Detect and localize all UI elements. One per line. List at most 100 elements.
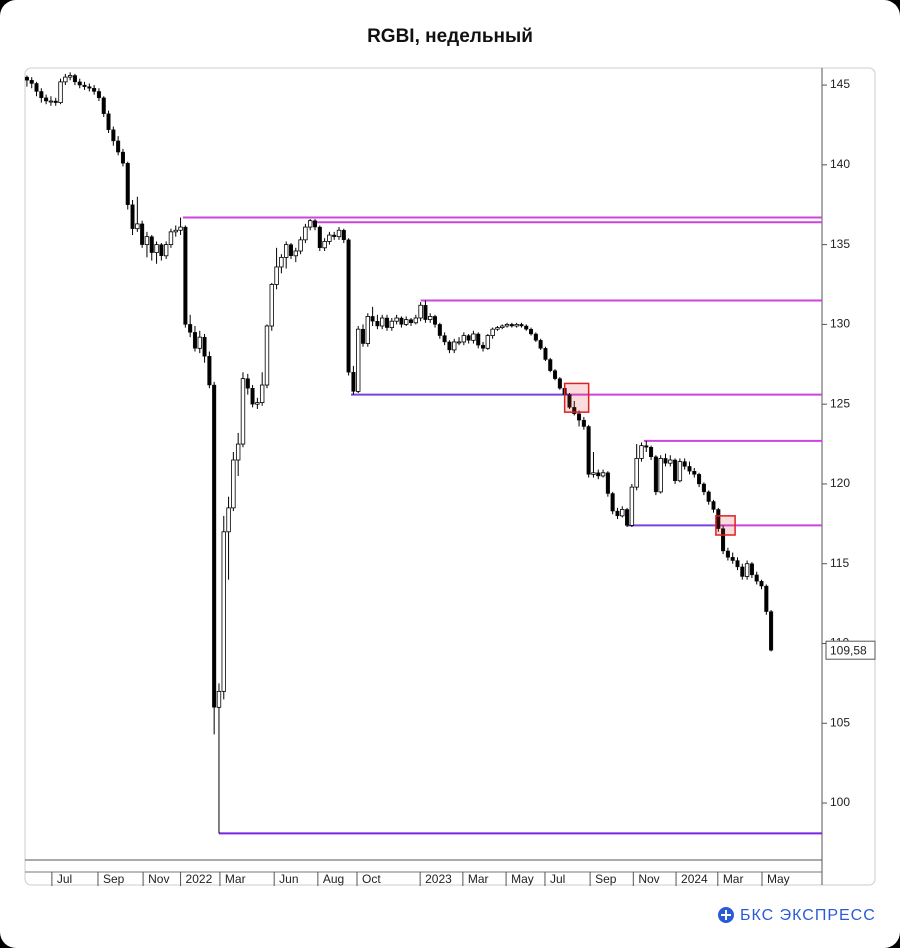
candle-body — [673, 459, 678, 481]
candle-body — [34, 83, 39, 92]
candle-body — [418, 304, 423, 319]
candle-body — [259, 384, 265, 403]
candle-body — [163, 244, 169, 257]
candle-body — [63, 76, 68, 83]
candle-body — [428, 316, 433, 321]
candle-body — [557, 378, 562, 389]
candle-body — [399, 317, 404, 325]
candle-body — [697, 474, 702, 485]
highlight-box — [563, 382, 590, 413]
candle-body — [82, 84, 87, 87]
candle-body — [413, 317, 419, 324]
candle-body — [269, 284, 274, 327]
candle-body — [744, 563, 750, 577]
x-tick-label: Mar — [723, 872, 744, 886]
candle-body — [706, 491, 711, 502]
candle-body — [307, 220, 313, 228]
candle-body — [149, 236, 154, 253]
candle-body — [610, 493, 615, 512]
candle-body — [24, 76, 29, 81]
candle-body — [572, 407, 577, 414]
candle-body — [548, 359, 553, 371]
candle-body — [461, 335, 467, 343]
x-tick-label: 2022 — [186, 872, 213, 886]
brand: БКС ЭКСПРЕСС — [740, 907, 876, 924]
candle-body — [72, 75, 77, 83]
candle-body — [144, 236, 150, 246]
candle-body — [312, 220, 317, 228]
candle-body — [216, 690, 222, 708]
candle-body — [44, 97, 49, 102]
candle-body — [173, 229, 178, 233]
candle-body — [754, 574, 759, 582]
candle-body — [385, 317, 390, 328]
candle-body — [644, 445, 649, 448]
candle-body — [701, 483, 706, 493]
x-tick-label: Aug — [323, 872, 344, 886]
candle-body — [586, 426, 591, 475]
candle-body — [524, 325, 529, 330]
candle-body — [77, 81, 82, 86]
candle-body — [596, 472, 601, 477]
candle-body — [130, 204, 135, 229]
candle-body — [159, 244, 164, 256]
candle-body — [509, 324, 514, 327]
candle-body — [351, 372, 356, 392]
candle-body — [456, 341, 462, 344]
candle-body — [740, 566, 745, 577]
candle-body — [264, 325, 270, 386]
y-tick-label: 100 — [830, 795, 850, 809]
candle-body — [404, 319, 409, 325]
last-price-box — [825, 640, 876, 660]
candle-body — [394, 317, 399, 322]
candle-body — [192, 332, 197, 349]
x-tick-label: May — [767, 872, 790, 886]
candle-body — [553, 370, 558, 379]
y-tick-label: 120 — [830, 476, 850, 490]
candle-body — [538, 340, 543, 349]
candle-body — [433, 316, 438, 325]
x-tick-label: Jun — [279, 872, 298, 886]
highlight-box — [715, 515, 736, 536]
candle-body — [749, 563, 754, 576]
candle-body — [317, 226, 322, 249]
candle-body — [120, 151, 125, 164]
candle-body — [721, 528, 726, 552]
candle-body — [240, 378, 246, 445]
candle-body — [255, 402, 260, 405]
candle-body — [250, 388, 255, 405]
candle-body — [620, 509, 625, 517]
candle-body — [519, 324, 524, 327]
x-tick-label: Jul — [57, 872, 72, 886]
candle-body — [423, 305, 428, 320]
candle-body — [370, 316, 375, 322]
candle-body — [135, 223, 140, 230]
candle-body — [495, 327, 500, 330]
x-tick-label: May — [511, 872, 534, 886]
candle-body — [452, 341, 457, 351]
candle-body — [615, 510, 620, 517]
candle-body — [514, 323, 519, 327]
candle-body — [125, 163, 130, 205]
candle-body — [183, 226, 188, 325]
candle-body — [226, 507, 231, 533]
chart-title: RGBI, недельный — [367, 26, 533, 47]
x-tick-label: Sep — [103, 872, 125, 886]
candle-body — [365, 316, 371, 344]
x-tick-label: Mar — [225, 872, 246, 886]
candle-body — [500, 325, 505, 328]
candle-body — [29, 80, 34, 84]
y-tick-label: 115 — [830, 556, 849, 570]
candle-body — [577, 413, 582, 421]
candle-body — [283, 244, 289, 258]
candle-body — [668, 459, 673, 464]
candle-body — [92, 88, 97, 92]
candle-body — [245, 378, 250, 389]
candle-body — [336, 229, 342, 238]
x-tick-label: Nov — [638, 872, 659, 886]
candle-body — [197, 336, 202, 349]
frame — [24, 67, 876, 886]
candle-body — [48, 100, 54, 103]
x-tick-label: 2023 — [425, 872, 452, 886]
